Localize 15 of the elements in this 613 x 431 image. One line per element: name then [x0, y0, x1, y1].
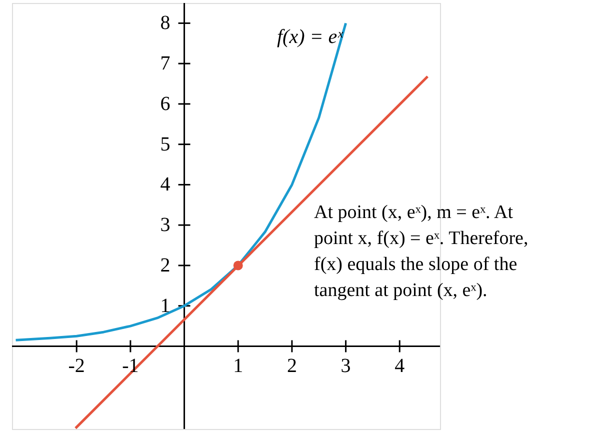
y-tick-label: 4	[160, 174, 170, 196]
x-tick-label: 1	[233, 355, 244, 378]
y-tick-label: 3	[160, 214, 170, 236]
annotation: At point (x, eˣ), m = eˣ. At point x, f(x) = eˣ. Therefore, f(x) equals the slope of the tangent at point (x, eˣ).	[314, 202, 528, 301]
x-tick-label: -2	[68, 355, 85, 378]
x-tick-label: 2	[286, 355, 297, 378]
y-tick-label: 2	[160, 254, 170, 276]
y-tick-label: 7	[160, 52, 170, 75]
x-tick-label: -1	[122, 355, 139, 378]
y-tick-label: 6	[160, 92, 170, 115]
x-tick-label: 4	[394, 355, 405, 378]
y-tick-label: 8	[160, 12, 170, 34]
x-tick-label: 3	[340, 355, 351, 378]
y-tick-label: 5	[160, 133, 170, 156]
y-tick-label: 1	[160, 294, 170, 317]
